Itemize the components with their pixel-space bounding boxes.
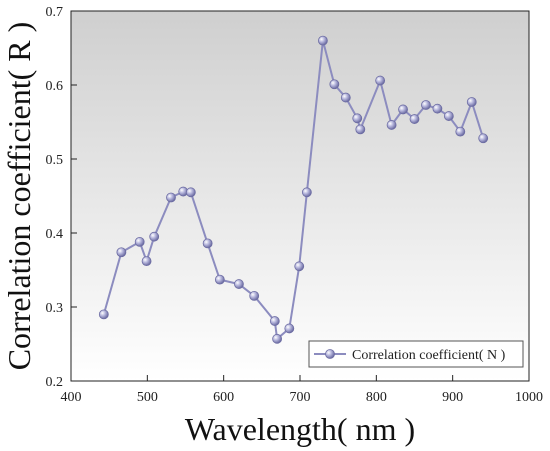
data-point [455, 126, 466, 137]
data-point [214, 274, 225, 285]
data-point [478, 133, 489, 144]
data-point [234, 279, 244, 289]
plot-frame [70, 10, 530, 382]
x-tick-label: 700 [290, 390, 311, 405]
x-axis-ticks: 400 500 600 700 800 900 1000 [61, 375, 543, 405]
data-point [443, 111, 454, 121]
data-point [355, 124, 366, 135]
data-point [398, 104, 408, 115]
data-point [202, 238, 213, 249]
y-tick-label: 0.2 [46, 375, 64, 390]
data-point [340, 92, 351, 103]
y-axis-ticks: 0.2 0.3 0.4 0.5 0.6 0.7 [46, 5, 77, 390]
data-point [249, 290, 260, 301]
data-point [294, 261, 305, 272]
y-tick-label: 0.6 [46, 79, 64, 94]
data-point [317, 35, 328, 46]
y-tick-label: 0.3 [46, 301, 64, 316]
data-point [284, 323, 295, 334]
data-point [166, 192, 176, 203]
data-point [272, 333, 283, 344]
data-point [386, 120, 397, 130]
x-tick-label: 500 [137, 390, 158, 405]
legend-marker [325, 349, 335, 359]
data-point [352, 113, 363, 124]
y-axis-title: Correlation coefficient( R ) [1, 22, 37, 371]
series-correlation [98, 35, 489, 344]
data-point [134, 236, 145, 247]
x-tick-label: 900 [442, 390, 463, 405]
data-point [98, 309, 109, 320]
plot-area [71, 11, 529, 381]
data-point [269, 316, 280, 326]
data-point [409, 114, 420, 124]
x-tick-label: 400 [61, 390, 82, 405]
data-point [185, 187, 196, 198]
legend: Correlation coefficient( N ) [308, 340, 524, 368]
x-tick-label: 1000 [515, 390, 543, 405]
x-tick-label: 800 [366, 390, 387, 405]
y-tick-label: 0.5 [46, 153, 64, 168]
x-axis-title: Wavelength( nm ) [185, 411, 415, 447]
data-point [432, 103, 443, 114]
data-point [141, 256, 152, 267]
y-tick-label: 0.4 [46, 227, 64, 242]
data-point [466, 97, 477, 107]
legend-label: Correlation coefficient( N ) [352, 348, 506, 363]
data-point [149, 231, 160, 242]
data-point [329, 79, 340, 90]
data-point [375, 75, 386, 86]
data-point [421, 100, 431, 110]
y-tick-label: 0.7 [46, 5, 64, 20]
data-point [116, 247, 127, 258]
x-tick-label: 600 [213, 390, 234, 405]
data-point [301, 187, 312, 198]
